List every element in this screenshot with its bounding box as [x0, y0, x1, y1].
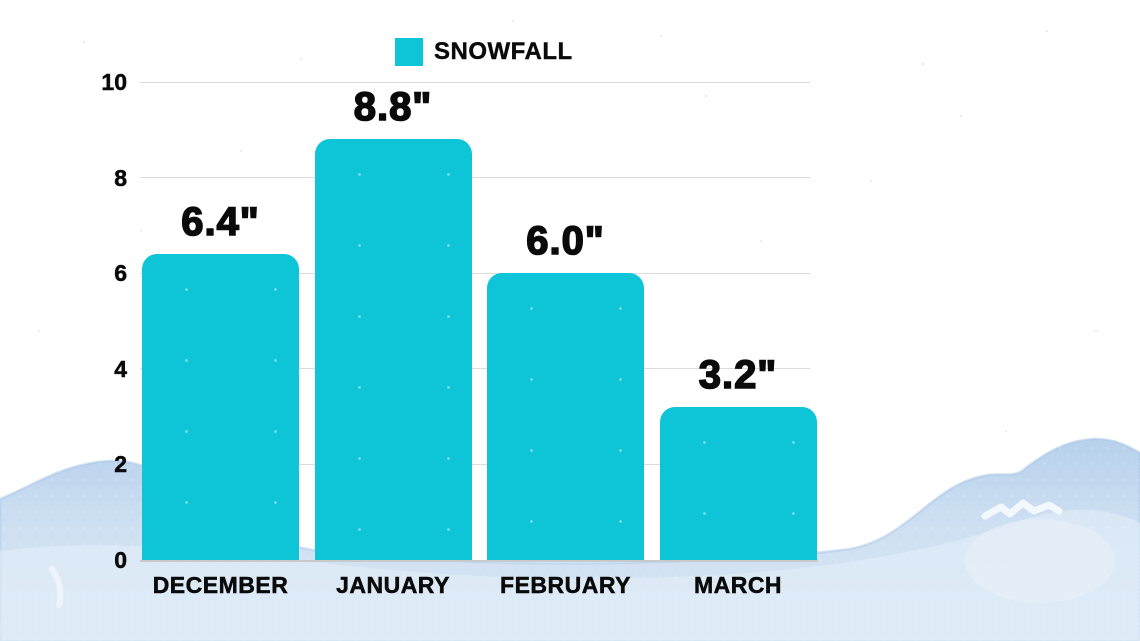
bar-value-label-february: 6.0" — [525, 218, 605, 264]
gridline-0 — [140, 560, 818, 562]
bar-february — [487, 273, 644, 560]
chart-legend: SNOWFALL — [395, 38, 573, 66]
x-axis-label-december: DECEMBER — [152, 572, 289, 599]
y-axis-tick-label-0: 0 — [114, 547, 127, 574]
legend-swatch — [395, 38, 423, 66]
gridline-4 — [140, 368, 810, 370]
gridline-2 — [140, 463, 810, 465]
bar-march — [659, 407, 817, 560]
snow-mountains-illustration — [0, 437, 1140, 641]
mountain-grain-texture — [0, 438, 1140, 641]
bar-value-label-march: 3.2" — [698, 352, 778, 398]
gridline-10 — [140, 81, 810, 83]
y-axis-tick-label-2: 2 — [114, 451, 127, 478]
legend-label: SNOWFALL — [434, 38, 573, 65]
x-axis-label-january: JANUARY — [336, 572, 450, 599]
paper-speckles — [0, 0, 2, 2]
bar-january — [314, 139, 472, 560]
y-axis-tick-label-4: 4 — [114, 355, 127, 383]
bar-value-label-december: 6.4" — [180, 199, 260, 245]
snow-ridge-mark — [981, 499, 1063, 520]
x-axis-label-march: MARCH — [693, 572, 783, 599]
snow-streak-mark — [49, 566, 64, 608]
gridline-8 — [140, 177, 810, 179]
y-axis-tick-label-6: 6 — [114, 260, 127, 287]
y-axis-tick-label-8: 8 — [114, 164, 127, 191]
bar-value-label-january: 8.8" — [353, 85, 433, 131]
gridline-6 — [140, 272, 810, 274]
y-axis-tick-label-10: 10 — [101, 69, 127, 96]
bar-december — [142, 254, 299, 560]
x-axis-label-february: FEBRUARY — [500, 572, 631, 599]
